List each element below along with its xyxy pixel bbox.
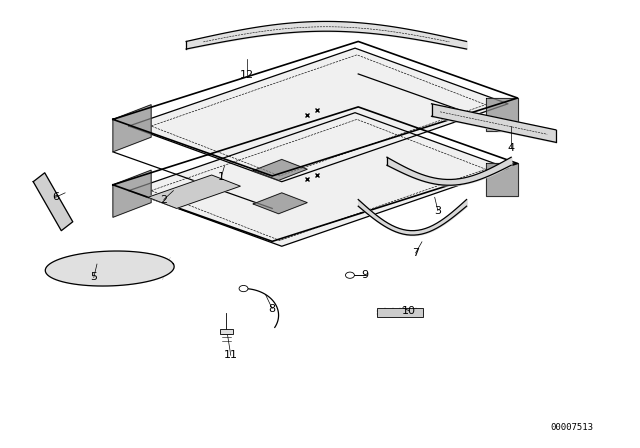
Text: 00007513: 00007513	[550, 423, 593, 432]
Text: 5: 5	[90, 272, 97, 282]
Polygon shape	[253, 193, 307, 214]
Polygon shape	[486, 164, 518, 196]
Polygon shape	[148, 175, 241, 208]
Text: 8: 8	[269, 304, 276, 314]
Polygon shape	[129, 48, 508, 182]
Polygon shape	[486, 98, 518, 130]
Bar	[220, 329, 233, 334]
Text: 12: 12	[239, 70, 254, 80]
Polygon shape	[113, 170, 151, 217]
Text: 7: 7	[412, 248, 419, 258]
Polygon shape	[129, 113, 508, 246]
Polygon shape	[113, 105, 151, 152]
Circle shape	[346, 272, 355, 278]
Text: 1: 1	[218, 172, 225, 182]
Text: 11: 11	[224, 350, 238, 360]
Circle shape	[239, 285, 248, 292]
Polygon shape	[253, 159, 307, 181]
Polygon shape	[33, 173, 73, 231]
Text: 9: 9	[361, 270, 368, 280]
Text: 10: 10	[402, 306, 416, 316]
Text: 6: 6	[52, 192, 59, 202]
Text: 2: 2	[160, 194, 168, 205]
Text: 4: 4	[508, 143, 515, 153]
Bar	[378, 308, 423, 318]
Polygon shape	[45, 251, 174, 286]
Text: 3: 3	[435, 206, 442, 215]
